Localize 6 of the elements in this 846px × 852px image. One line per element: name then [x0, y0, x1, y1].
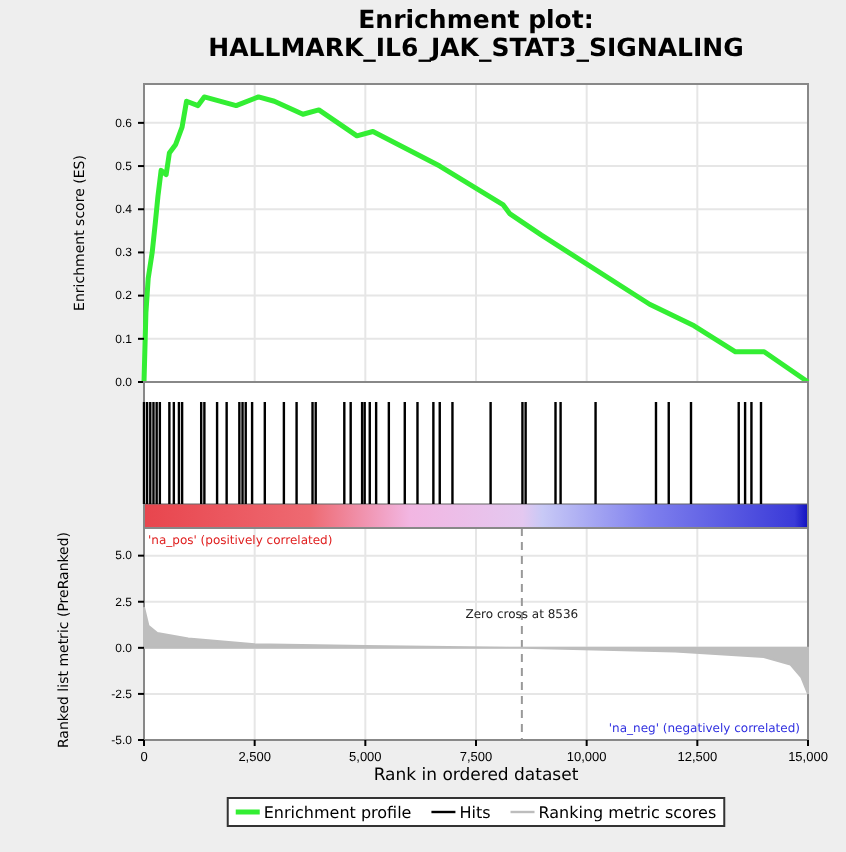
- legend-label: Enrichment profile: [263, 804, 412, 822]
- legend-label: Ranking metric scores: [538, 804, 717, 822]
- chart-title: Enrichment plot: HALLMARK_IL6_JAK_STAT3_SIGNALING: [208, 4, 744, 62]
- line-series: [141, 94, 811, 385]
- x-axis-title: Rank in ordered dataset: [373, 766, 580, 786]
- legend-label: Hits: [459, 804, 491, 822]
